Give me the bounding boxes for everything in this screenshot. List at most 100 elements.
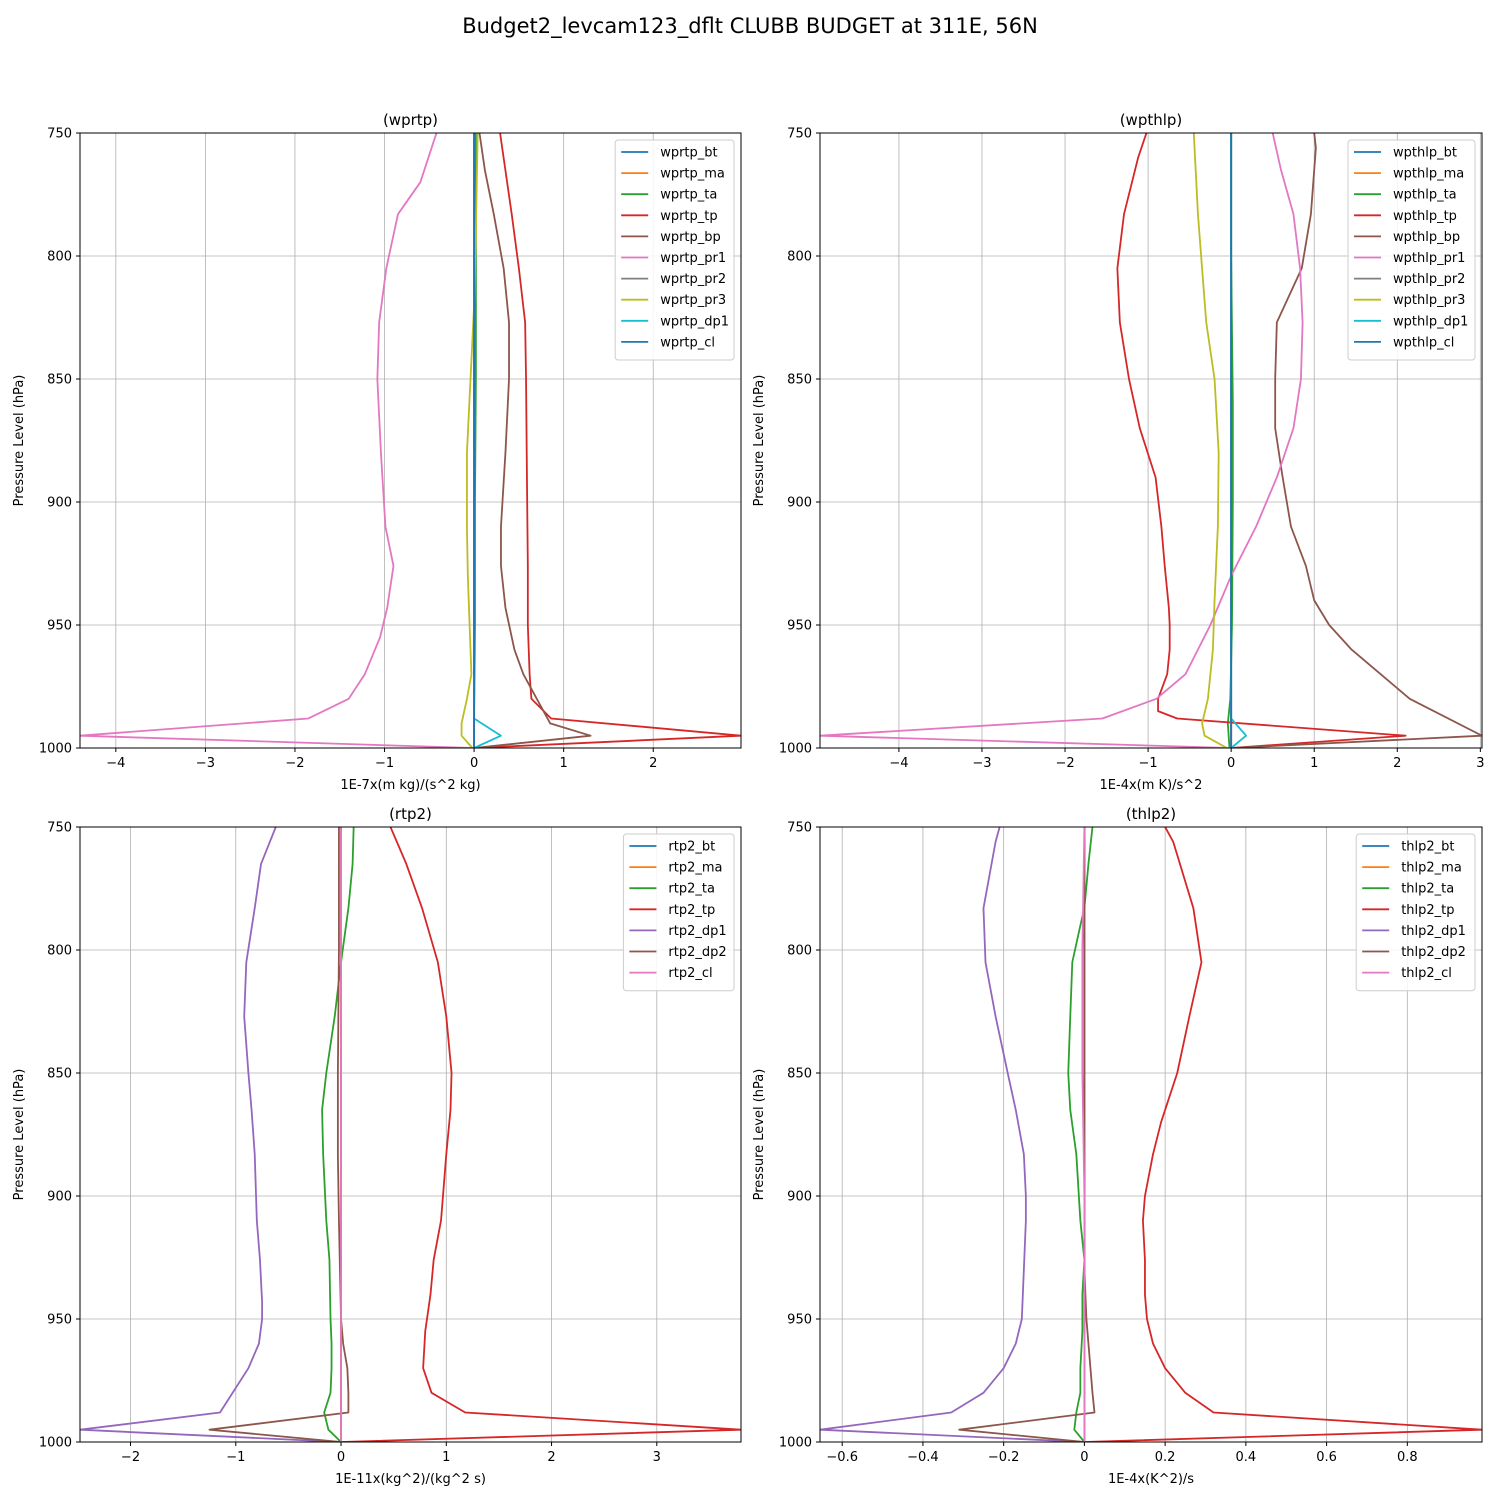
series-line-thlp2_dp1 xyxy=(820,827,1085,1442)
series-group xyxy=(80,133,741,748)
x-tick-label: 1 xyxy=(1310,756,1318,771)
legend-label: wpthlp_bp xyxy=(1393,230,1460,245)
x-tick-label: −2 xyxy=(121,1450,140,1465)
axes-frame xyxy=(819,132,1483,749)
legend-label: thlp2_tp xyxy=(1401,903,1454,918)
series-line-rtp2_dp1 xyxy=(80,827,342,1442)
legend-label: wprtp_pr2 xyxy=(660,272,726,287)
legend-label: rtp2_dp2 xyxy=(668,945,726,960)
y-tick-label: 800 xyxy=(787,944,812,959)
y-tick-label: 800 xyxy=(47,944,72,959)
figure-title: Budget2_levcam123_dflt CLUBB BUDGET at 3… xyxy=(462,14,1038,38)
chart-title: (wpthlp) xyxy=(1120,111,1183,129)
legend-label: wprtp_pr3 xyxy=(660,293,726,308)
x-tick-label: 0 xyxy=(1227,756,1235,771)
x-axis-label: 1E-4x(m K)/s^2 xyxy=(1100,778,1203,793)
x-tick-label: 1 xyxy=(442,1450,450,1465)
legend-label: wprtp_ta xyxy=(660,188,717,203)
legend-label: wpthlp_bt xyxy=(1393,146,1457,161)
chart-panel-2: −4 −3 −2 −1 0 1 2 3 750 800 850 900 950 1000 (wpthlp) 1… xyxy=(752,111,1484,793)
legend-label: wprtp_pr1 xyxy=(660,251,726,266)
legend: rtp2_bt rtp2_ma rtp2_ta rtp2_tp rtp2_dp1 rtp2… xyxy=(622,833,735,992)
axes-frame xyxy=(819,826,1483,1443)
y-tick-label: 850 xyxy=(787,1067,812,1082)
x-axis-label: 1E-7x(m kg)/(s^2 kg) xyxy=(340,778,480,793)
legend-label: wpthlp_dp1 xyxy=(1393,314,1468,329)
legend: wpthlp_bt wpthlp_ma wpthlp_ta wpthlp_tpwpth… xyxy=(1347,139,1476,361)
x-tick-label: 2 xyxy=(649,756,657,771)
y-tick-label: 1000 xyxy=(779,742,812,757)
legend-label: thlp2_dp1 xyxy=(1401,924,1466,939)
y-tick-label: 950 xyxy=(47,619,72,634)
legend-label: wpthlp_pr3 xyxy=(1393,293,1465,308)
legend-label: wprtp_dp1 xyxy=(660,314,729,329)
x-tick-label: 0 xyxy=(1080,1450,1088,1465)
y-tick-label: 750 xyxy=(47,127,72,142)
x-tick-label: −2 xyxy=(1055,756,1074,771)
x-tick-label: 0 xyxy=(337,1450,345,1465)
y-tick-label: 750 xyxy=(787,821,812,836)
legend-label: rtp2_dp1 xyxy=(668,924,726,939)
x-tick-label: −1 xyxy=(1139,756,1158,771)
legend-label: wprtp_ma xyxy=(660,167,725,182)
legend-label: wprtp_bp xyxy=(660,230,721,245)
legend-label: wprtp_cl xyxy=(660,335,715,350)
series-line-wprtp_bp xyxy=(473,133,592,748)
y-tick-label: 900 xyxy=(787,1190,812,1205)
x-tick-label: 0 xyxy=(470,756,478,771)
y-tick-label: 750 xyxy=(47,821,72,836)
x-tick-label: −3 xyxy=(972,756,991,771)
legend: wprtp_bt wprtp_ma wprtp_ta wprtp_tp wprtp_bp… xyxy=(614,139,735,361)
y-axis-label: Pressure Level (hPa) xyxy=(752,375,767,507)
y-axis-label: Pressure Level (hPa) xyxy=(12,1069,27,1201)
legend-label: wpthlp_tp xyxy=(1393,209,1457,224)
legend-label: wpthlp_pr2 xyxy=(1393,272,1465,287)
y-tick-label: 950 xyxy=(787,1313,812,1328)
chart-panel-4: −0.6 −0.4 −0.2 0 0.2 0.4 0.6 0.8 750 800 850 900 950… xyxy=(752,805,1483,1487)
x-tick-label: 0.4 xyxy=(1236,1450,1257,1465)
series-line-rtp2_ta xyxy=(321,827,355,1442)
series-line-wpthlp_bp xyxy=(1231,133,1482,748)
y-tick-label: 800 xyxy=(47,250,72,265)
legend-label: thlp2_cl xyxy=(1401,966,1452,981)
x-tick-label: −0.2 xyxy=(988,1450,1020,1465)
y-tick-label: 1000 xyxy=(39,1436,72,1451)
x-tick-label: 0.6 xyxy=(1316,1450,1337,1465)
chart-panel-3: −2 −1 0 1 2 3 750 800 850 900 950 1000 (rtp2) 1E-11x(… xyxy=(12,805,742,1487)
legend-label: thlp2_dp2 xyxy=(1401,945,1466,960)
series-line-wprtp_dp1 xyxy=(473,133,502,748)
y-axis-label: Pressure Level (hPa) xyxy=(12,375,27,507)
series-group xyxy=(820,133,1482,748)
legend-label: thlp2_bt xyxy=(1401,840,1454,855)
series-line-wpthlp_tp xyxy=(1116,133,1407,748)
x-tick-label: −0.6 xyxy=(826,1450,858,1465)
series-line-wprtp_pr1 xyxy=(80,133,475,748)
axes-frame xyxy=(79,132,742,749)
x-tick-label: 2 xyxy=(547,1450,555,1465)
legend-label: wpthlp_pr1 xyxy=(1393,251,1465,266)
series-line-rtp2_dp2 xyxy=(208,827,350,1442)
x-tick-label: −2 xyxy=(285,756,304,771)
series-line-wprtp_tp xyxy=(474,133,741,748)
legend-label: rtp2_bt xyxy=(668,840,715,855)
legend-label: wpthlp_ta xyxy=(1393,188,1457,203)
legend: thlp2_bt thlp2_ma thlp2_ta thlp2_tp thlp2_dp… xyxy=(1355,833,1476,992)
series-line-rtp2_tp xyxy=(341,827,741,1442)
x-axis-label: 1E-11x(kg^2)/(kg^2 s) xyxy=(335,1472,486,1487)
x-axis-label: 1E-4x(K^2)/s xyxy=(1108,1472,1194,1487)
series-line-wpthlp_pr1 xyxy=(820,133,1304,748)
series-group xyxy=(80,827,741,1442)
y-tick-label: 850 xyxy=(787,373,812,388)
chart-title: (rtp2) xyxy=(389,805,432,823)
x-tick-label: 3 xyxy=(653,1450,661,1465)
legend-label: rtp2_ta xyxy=(668,882,715,897)
legend-label: thlp2_ma xyxy=(1401,861,1462,876)
x-tick-label: −0.4 xyxy=(907,1450,939,1465)
y-tick-label: 850 xyxy=(47,1067,72,1082)
y-axis-label: Pressure Level (hPa) xyxy=(752,1069,767,1201)
y-tick-label: 1000 xyxy=(779,1436,812,1451)
y-tick-label: 950 xyxy=(787,619,812,634)
legend-label: wpthlp_cl xyxy=(1393,335,1454,350)
y-tick-label: 950 xyxy=(47,1313,72,1328)
